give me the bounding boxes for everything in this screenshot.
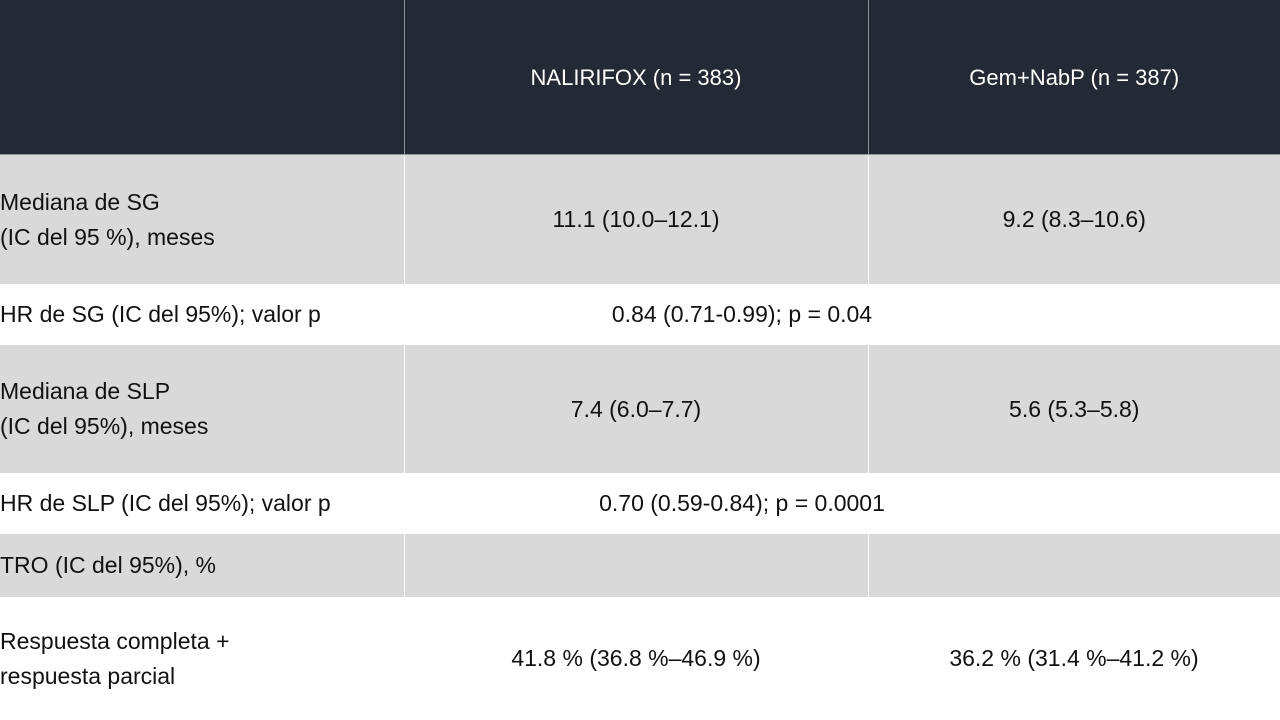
row-label: Mediana de SG (IC del 95 %), meses (0, 154, 405, 284)
orr-nalirifox (404, 534, 869, 597)
os-median-gem-nabp: 9.2 (8.3–10.6) (868, 154, 1280, 284)
row-label: HR de SG (IC del 95%); valor p (0, 284, 404, 345)
os-hr-value: 0.84 (0.71-0.99); p = 0.04 (404, 284, 1280, 345)
row-label-line1: Mediana de SLP (0, 378, 171, 404)
row-label-line1: Respuesta completa + (0, 627, 230, 654)
row-label-line2: (IC del 95%), meses (0, 413, 209, 439)
table-row-pfs-median: Mediana de SLP (IC del 95%), meses 7.4 (… (0, 345, 1280, 473)
row-label-line1: Mediana de SG (0, 188, 160, 215)
header-corner-cell (0, 0, 405, 155)
table-header-row: NALIRIFOX (n = 383) Gem+NabP (n = 387) (0, 0, 1280, 155)
header-nalirifox: NALIRIFOX (n = 383) (404, 0, 869, 155)
pfs-median-gem-nabp: 5.6 (5.3–5.8) (868, 345, 1280, 473)
row-label: TRO (IC del 95%), % (0, 534, 405, 597)
table-row-orr: TRO (IC del 95%), % (0, 534, 1280, 597)
pfs-hr-text: 0.70 (0.59-0.84); p = 0.0001 (599, 490, 885, 516)
header-gem-nabp: Gem+NabP (n = 387) (868, 0, 1280, 155)
table-row-os-hr: HR de SG (IC del 95%); valor p 0.84 (0.7… (0, 284, 1280, 345)
row-label-line2: (IC del 95 %), meses (0, 223, 215, 250)
orr-gem-nabp (868, 534, 1280, 597)
row-label-line2: respuesta parcial (0, 662, 176, 689)
table-row-response: Respuesta completa + respuesta parcial 4… (0, 597, 1280, 720)
response-nalirifox: 41.8 % (36.8 %–46.9 %) (404, 597, 868, 720)
row-label: HR de SLP (IC del 95%); valor p (0, 473, 404, 534)
os-hr-text: 0.84 (0.71-0.99); p = 0.04 (611, 301, 873, 327)
row-label: Mediana de SLP (IC del 95%), meses (0, 345, 405, 473)
row-label: Respuesta completa + respuesta parcial (0, 597, 404, 720)
table-row-pfs-hr: HR de SLP (IC del 95%); valor p 0.70 (0.… (0, 473, 1280, 534)
os-median-nalirifox: 11.1 (10.0–12.1) (404, 154, 869, 284)
pfs-median-nalirifox: 7.4 (6.0–7.7) (404, 345, 869, 473)
table-row-os-median: Mediana de SG (IC del 95 %), meses 11.1 … (0, 154, 1280, 284)
pfs-hr-value: 0.70 (0.59-0.84); p = 0.0001 (404, 473, 1280, 534)
response-gem-nabp: 36.2 % (31.4 %–41.2 %) (868, 597, 1280, 720)
